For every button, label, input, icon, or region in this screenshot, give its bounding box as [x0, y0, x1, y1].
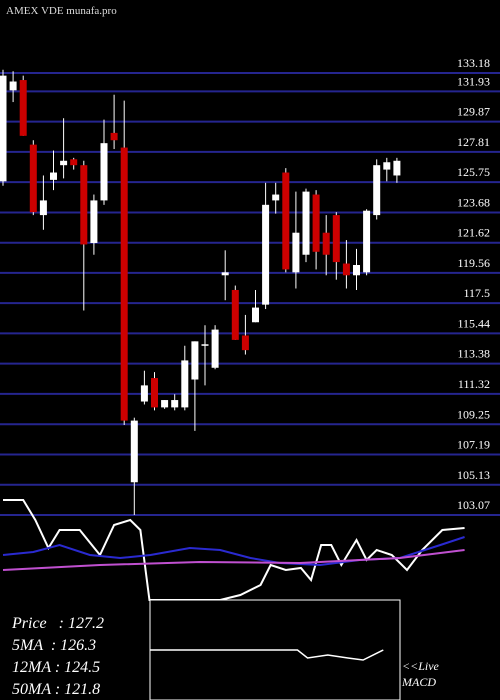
candle-body [120, 147, 128, 421]
candle-body [151, 378, 158, 408]
candle-body [292, 232, 300, 273]
candle-body [241, 335, 249, 351]
y-tick-label: 123.68 [457, 195, 490, 209]
candle-body [9, 81, 17, 91]
candle-body [353, 265, 360, 276]
candle-body [191, 341, 199, 380]
candle-body [373, 165, 381, 216]
candle-body [80, 165, 88, 245]
y-tick-label: 109.25 [457, 407, 490, 421]
candle-body [140, 385, 148, 402]
candle-body [0, 75, 7, 182]
candle-body [272, 194, 280, 201]
y-tick-label: 107.19 [457, 438, 490, 452]
y-tick-label: 133.18 [457, 56, 490, 70]
candle-body [211, 329, 219, 368]
candle-body [383, 162, 391, 170]
candle-body [322, 232, 330, 255]
y-tick-label: 105.13 [457, 468, 490, 482]
candle-body [60, 160, 68, 166]
stat-line: 12MA : 124.5 [12, 659, 100, 676]
candle-body [29, 144, 37, 213]
candle-body [110, 132, 118, 141]
candle-body [342, 263, 350, 276]
candle-body [50, 172, 57, 180]
candle-body [19, 80, 27, 136]
indicator-line [3, 499, 465, 601]
candle-body [161, 400, 169, 408]
indicator-panel [2, 499, 465, 601]
indicator-line [2, 549, 465, 571]
y-tick-label: 125.75 [457, 165, 490, 179]
candles [0, 69, 401, 515]
candle-body [393, 160, 401, 176]
y-tick-label: 121.62 [457, 226, 490, 240]
candle-body [332, 215, 340, 263]
y-tick-label: 115.44 [457, 316, 490, 330]
y-tick-label: 113.38 [457, 347, 490, 361]
y-tick-label: 103.07 [457, 498, 490, 512]
candle-body [39, 200, 47, 216]
stat-line: Price : 127.2 [11, 615, 104, 632]
candle-body [100, 143, 108, 201]
stat-line: 50MA : 121.8 [12, 681, 100, 698]
macd-label: <<Live MACD [401, 659, 440, 689]
macd-line [150, 649, 384, 661]
candle-body [282, 172, 290, 270]
candle-body [312, 194, 320, 252]
chart-title: AMEX VDE munafa.pro [6, 5, 117, 17]
y-tick-label: 127.81 [457, 135, 490, 149]
candle-body [201, 344, 209, 346]
candle-body [171, 400, 179, 408]
candle-body [252, 307, 259, 323]
candle-body [90, 200, 98, 243]
candle-body [70, 159, 78, 166]
macd-panel: <<Live MACD [149, 599, 440, 700]
stat-line: 5MA : 126.3 [12, 637, 96, 654]
y-tick-label: 111.32 [458, 377, 490, 391]
candle-body [130, 420, 138, 483]
y-tick-label: 131.93 [457, 74, 490, 88]
y-tick-label: 117.5 [463, 286, 490, 300]
y-tick-label: 129.87 [457, 105, 490, 119]
candle-body [221, 272, 229, 276]
candle-body [231, 289, 239, 340]
candle-body [363, 210, 371, 273]
y-tick-label: 119.56 [457, 256, 490, 270]
candle-body [262, 204, 270, 305]
candle-body [302, 191, 310, 255]
candle-body [181, 360, 189, 408]
